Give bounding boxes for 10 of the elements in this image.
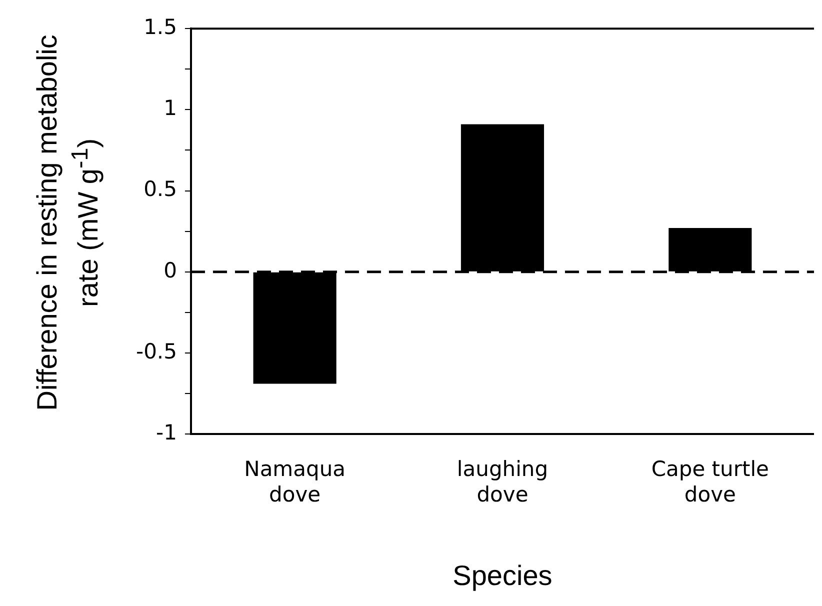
y-tick-label: 0 [164, 258, 177, 282]
y-tick-label: 1.5 [144, 15, 177, 40]
y-tick-label: 0.5 [144, 177, 177, 202]
x-tick-label: Namaqua dove [244, 457, 346, 506]
x-tick-label: Cape turtle dove [651, 457, 769, 506]
y-tick-label: 1 [164, 96, 177, 120]
x-axis-title: Species [452, 560, 552, 591]
y-tick-label: -0.5 [136, 339, 177, 364]
x-tick-label: laughing dove [456, 457, 548, 506]
y-tick-label: -1 [156, 420, 177, 444]
